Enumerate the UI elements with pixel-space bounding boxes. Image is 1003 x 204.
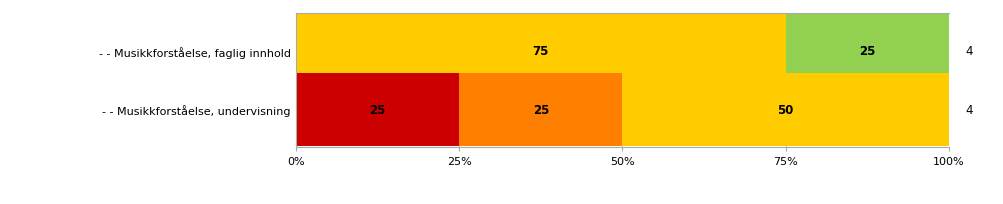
Bar [296,73,459,146]
Bar [459,73,622,146]
Text: 4: 4 [964,103,972,116]
Text: 25: 25 [859,45,875,58]
Text: 75: 75 [533,45,549,58]
Text: 50: 50 [776,103,793,116]
Text: 25: 25 [533,103,549,116]
Bar [296,15,785,88]
Text: 4: 4 [964,45,972,58]
Legend: 1 svært lite fornøyd, 2, 3, 4, 5 svært fornøyd, Har ikke hatt emnet: 1 svært lite fornøyd, 2, 3, 4, 5 svært f… [301,203,758,204]
Bar [622,73,948,146]
Text: 25: 25 [369,103,385,116]
Bar [785,15,948,88]
